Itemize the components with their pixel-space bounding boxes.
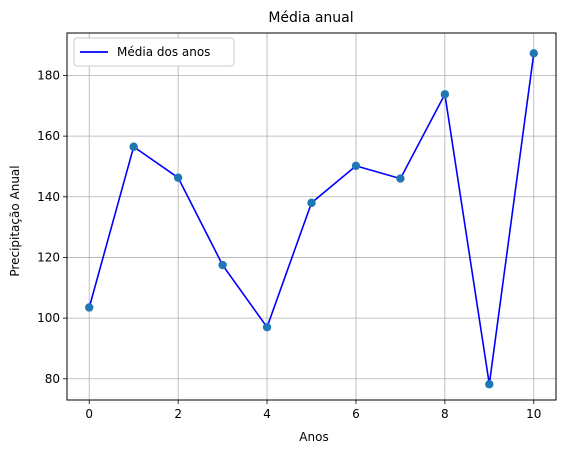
legend: Média dos anos	[73, 37, 235, 67]
x-tick-label: 6	[352, 407, 360, 421]
legend-label: Média dos anos	[117, 45, 210, 59]
grid-lines	[67, 33, 556, 400]
plot-frame	[66, 32, 557, 401]
y-tick-label: 120	[37, 250, 60, 264]
x-tick-label: 10	[526, 407, 541, 421]
data-point	[173, 173, 183, 182]
data-point	[396, 174, 405, 183]
x-axis-ticks: 0 2 4 6 8 10	[85, 400, 541, 421]
data-point	[262, 323, 272, 332]
data-point	[440, 90, 450, 99]
data-point	[529, 49, 538, 58]
y-axis-title: Precipitação Anual	[8, 165, 22, 276]
data-point	[351, 161, 361, 171]
x-tick-label: 2	[174, 407, 182, 421]
x-tick-label: 0	[85, 407, 93, 421]
data-point	[307, 198, 316, 208]
y-axis-ticks: 80 100 120 140 160 180	[37, 68, 67, 386]
data-point	[85, 303, 94, 312]
x-tick-label: 4	[263, 407, 271, 421]
y-tick-label: 140	[37, 190, 60, 204]
data-point	[485, 380, 494, 389]
chart-title: Média anual	[268, 10, 353, 26]
legend-box	[73, 37, 235, 67]
data-point	[129, 142, 138, 151]
y-tick-label: 100	[37, 311, 60, 325]
y-tick-label: 80	[45, 372, 60, 386]
x-tick-label: 8	[441, 407, 449, 421]
x-axis-title: Anos	[299, 430, 328, 444]
y-tick-label: 180	[37, 68, 60, 82]
series-layer	[85, 49, 538, 389]
data-point	[218, 260, 227, 270]
y-tick-label: 160	[37, 129, 60, 143]
